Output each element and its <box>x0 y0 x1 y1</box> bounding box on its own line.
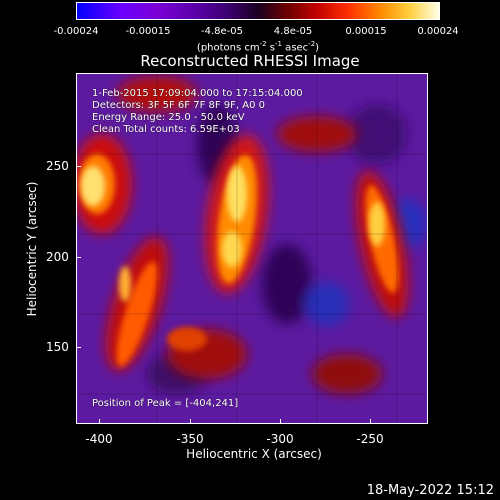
colorbar-tick: 0.00024 <box>417 26 459 37</box>
solar-image <box>76 73 428 424</box>
y-axis-label: Heliocentric Y (arcsec) <box>25 181 39 317</box>
energy-range-text: Energy Range: 25.0 - 50.0 keV <box>92 112 245 123</box>
colorbar <box>76 2 440 20</box>
colorbar-tick: 4.8e-05 <box>273 26 313 37</box>
y-tick-mark <box>76 257 81 258</box>
image-canvas <box>77 74 427 423</box>
x-tick-label: -300 <box>266 432 294 446</box>
detectors-text: Detectors: 3F 5F 6F 7F 8F 9F, A0 0 <box>92 100 266 111</box>
peak-position-text: Position of Peak = [-404,241] <box>92 398 239 409</box>
colorbar-tick: 0.00015 <box>345 26 387 37</box>
y-tick-label: 200 <box>46 250 69 264</box>
timestamp: 18-May-2022 15:12 <box>366 483 494 498</box>
x-tick-mark <box>190 419 191 424</box>
clean-counts-text: Clean Total counts: 6.59E+03 <box>92 124 240 135</box>
x-tick-label: -250 <box>356 432 384 446</box>
y-tick-mark <box>76 347 81 348</box>
y-tick-label: 250 <box>46 159 69 173</box>
time-range-text: 1-Feb-2015 17:09:04.000 to 17:15:04.000 <box>92 88 303 99</box>
plot-title: Reconstructed RHESSI Image <box>140 52 360 70</box>
y-tick-mark <box>76 166 81 167</box>
colorbar-tick: -4.8e-05 <box>201 26 243 37</box>
x-tick-mark <box>370 419 371 424</box>
x-tick-mark <box>99 419 100 424</box>
x-tick-label: -400 <box>85 432 113 446</box>
x-tick-label: -350 <box>176 432 204 446</box>
y-tick-label: 150 <box>46 340 69 354</box>
x-axis-label: Heliocentric X (arcsec) <box>186 447 322 461</box>
colorbar-tick: -0.00015 <box>125 26 171 37</box>
colorbar-tick: -0.00024 <box>53 26 99 37</box>
colorbar-unit: (photons cm-2 s-1 asec-2) <box>196 40 320 54</box>
x-tick-mark <box>280 419 281 424</box>
